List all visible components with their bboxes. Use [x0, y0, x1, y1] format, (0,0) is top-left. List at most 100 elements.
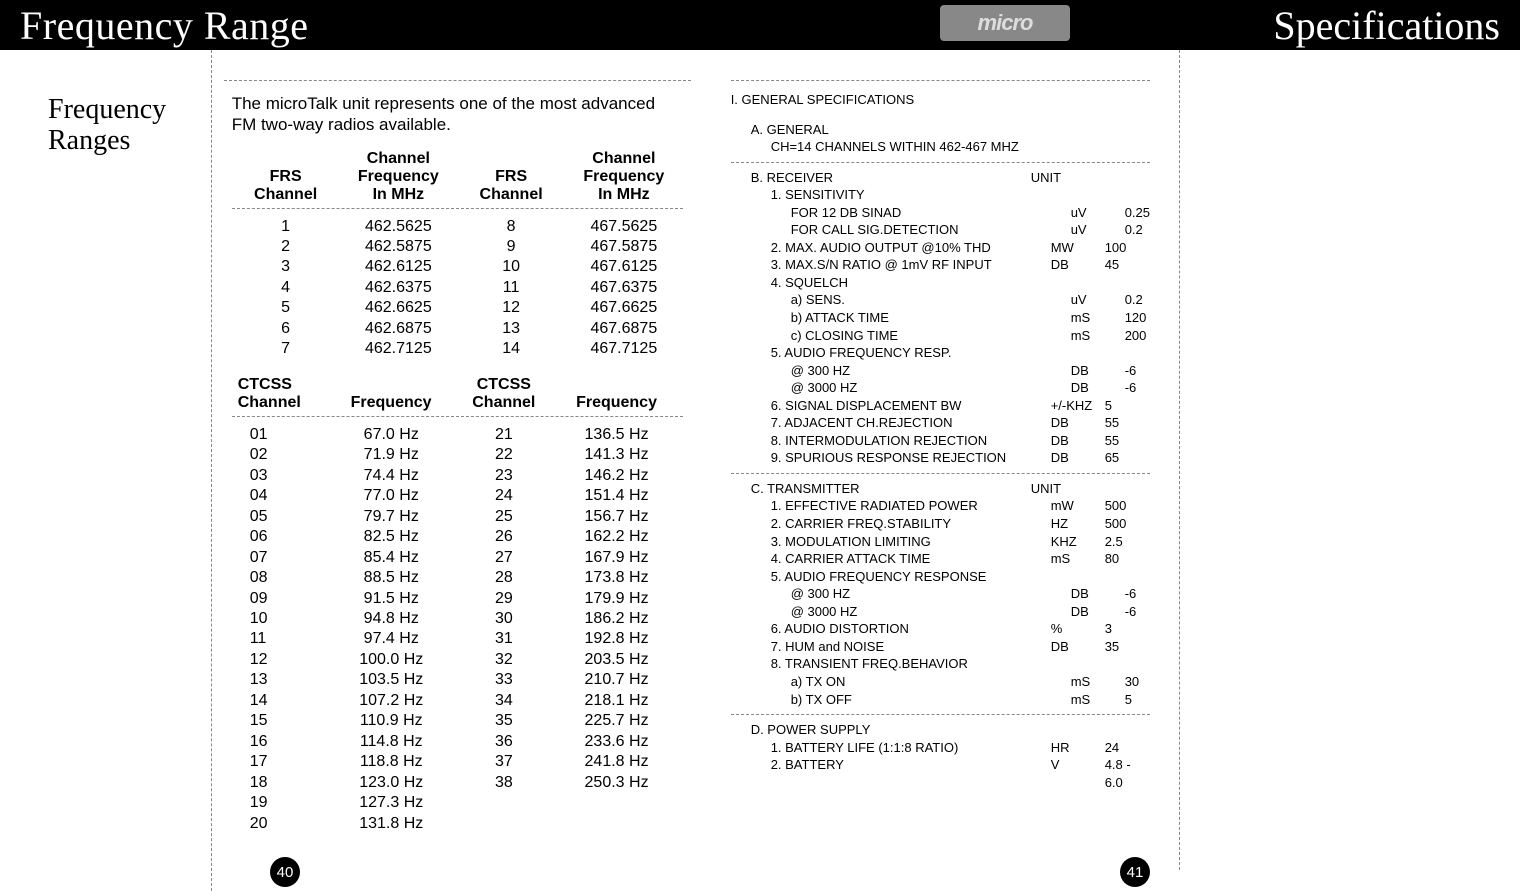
ctcss-cell: 15 — [232, 711, 325, 731]
frs-cell: 462.6625 — [340, 298, 458, 318]
spec-value — [1105, 568, 1150, 586]
ctcss-row: 14107.2 Hz34218.1 Hz — [232, 691, 683, 711]
ctcss-row: 0167.0 Hz21136.5 Hz — [232, 425, 683, 445]
frs-cell: 13 — [457, 319, 565, 339]
frs-cell: 14 — [457, 339, 565, 359]
ctcss-cell: 29 — [457, 589, 550, 609]
spec-unit: KHZ — [1051, 533, 1105, 551]
frs-cell: 12 — [457, 298, 565, 318]
frs-h-c4b: Frequency — [565, 168, 683, 186]
spec-row: 3. MODULATION LIMITINGKHZ2.5 — [731, 533, 1150, 551]
spec-label: FOR CALL SIG.DETECTION — [791, 221, 1071, 239]
spec-value: 200 — [1125, 327, 1150, 345]
spec-unit: mS — [1071, 327, 1125, 345]
spec-unit: DB — [1051, 414, 1105, 432]
ctcss-cell: 01 — [232, 425, 325, 445]
ctcss-cell: 173.8 Hz — [550, 568, 682, 588]
spec-label: 7. HUM and NOISE — [771, 638, 1051, 656]
spec-row: a) TX ONmS30 — [731, 673, 1150, 691]
top-title-left: Frequency Range — [20, 2, 309, 49]
ctcss-row: 0785.4 Hz27167.9 Hz — [232, 548, 683, 568]
spec-unit: DB — [1071, 379, 1125, 397]
frs-cell: 462.7125 — [340, 339, 458, 359]
spec-row: @ 300 HZDB-6 — [731, 585, 1150, 603]
ctcss-cell: 241.8 Hz — [550, 752, 682, 772]
spec-row: 6. AUDIO DISTORTION%3 — [731, 620, 1150, 638]
spec-unit — [1051, 655, 1105, 673]
spec-unit: DB — [1051, 638, 1105, 656]
ctcss-cell: 32 — [457, 650, 550, 670]
spec-label: c) CLOSING TIME — [791, 327, 1071, 345]
spec-value: 4.8 - 6.0 — [1105, 756, 1150, 791]
ctcss-cell: 136.5 Hz — [550, 425, 682, 445]
spec-unit: uV — [1071, 204, 1125, 222]
left-column: FrequencyRanges — [0, 50, 211, 891]
ctcss-cell — [457, 814, 550, 834]
frs-cell: 5 — [232, 298, 340, 318]
ctcss-cell — [550, 793, 682, 813]
ctcss-cell: 100.0 Hz — [325, 650, 457, 670]
ctcss-cell: 04 — [232, 486, 325, 506]
ctcss-header: CTCSSChannel Frequency CTCSSChannel Freq… — [232, 376, 683, 412]
frs-cell: 6 — [232, 319, 340, 339]
spec-label: 4. CARRIER ATTACK TIME — [771, 550, 1051, 568]
ctcss-h-c3a: CTCSS — [457, 376, 550, 394]
spec-value: 65 — [1105, 449, 1150, 467]
ctcss-cell: 186.2 Hz — [550, 609, 682, 629]
ctcss-row: 1094.8 Hz30186.2 Hz — [232, 609, 683, 629]
spec-value: 0.25 — [1125, 204, 1150, 222]
frs-row: 5462.662512467.6625 — [232, 298, 683, 318]
ctcss-h-c1a: CTCSS — [238, 376, 325, 394]
frs-row: 2462.58759467.5875 — [232, 237, 683, 257]
spec-value: 120 — [1125, 309, 1150, 327]
section-heading: FrequencyRanges — [48, 95, 201, 157]
ctcss-cell: 35 — [457, 711, 550, 731]
ctcss-cell: 09 — [232, 589, 325, 609]
ctcss-cell: 82.5 Hz — [325, 527, 457, 547]
ctcss-cell: 218.1 Hz — [550, 691, 682, 711]
frs-cell: 4 — [232, 278, 340, 298]
ctcss-cell: 14 — [232, 691, 325, 711]
spec-row: 7. ADJACENT CH.REJECTIONDB55 — [731, 414, 1150, 432]
ctcss-row: 15110.9 Hz35225.7 Hz — [232, 711, 683, 731]
spec-value: -6 — [1125, 603, 1150, 621]
ctcss-cell: 162.2 Hz — [550, 527, 682, 547]
ctcss-cell: 03 — [232, 466, 325, 486]
ctcss-cell: 02 — [232, 445, 325, 465]
spec-unit: V — [1051, 756, 1105, 791]
spec-row: @ 300 HZDB-6 — [731, 362, 1150, 380]
spec-unit: +/-KHZ — [1051, 397, 1105, 415]
spec-value: 55 — [1105, 432, 1150, 450]
frs-row: 6462.687513467.6875 — [232, 319, 683, 339]
spec-value: 500 — [1105, 515, 1150, 533]
spec-label: b) TX OFF — [791, 691, 1071, 709]
spec-row: @ 3000 HZDB-6 — [731, 379, 1150, 397]
ctcss-cell: 27 — [457, 548, 550, 568]
ctcss-cell: 24 — [457, 486, 550, 506]
spec-B-unit: UNIT — [1031, 169, 1085, 187]
frs-h-c1a: FRS — [232, 168, 340, 186]
page-number-left: 40 — [270, 857, 300, 887]
ctcss-cell: 34 — [457, 691, 550, 711]
frs-h-c4a: Channel — [565, 150, 683, 168]
frs-cell: 462.6125 — [340, 257, 458, 277]
spec-value: -6 — [1125, 585, 1150, 603]
ctcss-cell: 23 — [457, 466, 550, 486]
spec-row: b) TX OFFmS5 — [731, 691, 1150, 709]
ctcss-row: 0682.5 Hz26162.2 Hz — [232, 527, 683, 547]
spec-unit — [1051, 186, 1105, 204]
spec-value: 5 — [1105, 397, 1150, 415]
frs-cell: 1 — [232, 217, 340, 237]
frs-h-c2a: Channel — [340, 150, 458, 168]
ctcss-row: 1197.4 Hz31192.8 Hz — [232, 629, 683, 649]
top-bar: Frequency Range micro Specifications — [0, 0, 1520, 50]
spec-unit — [1051, 274, 1105, 292]
intro-text: The microTalk unit represents one of the… — [232, 93, 683, 136]
spec-label: 2. CARRIER FREQ.STABILITY — [771, 515, 1051, 533]
spec-row: FOR 12 DB SINADuV0.25 — [731, 204, 1150, 222]
ctcss-cell: 17 — [232, 752, 325, 772]
frs-cell: 462.5625 — [340, 217, 458, 237]
ctcss-h-c4: Frequency — [550, 394, 682, 412]
ctcss-row: 0477.0 Hz24151.4 Hz — [232, 486, 683, 506]
spec-value: 80 — [1105, 550, 1150, 568]
